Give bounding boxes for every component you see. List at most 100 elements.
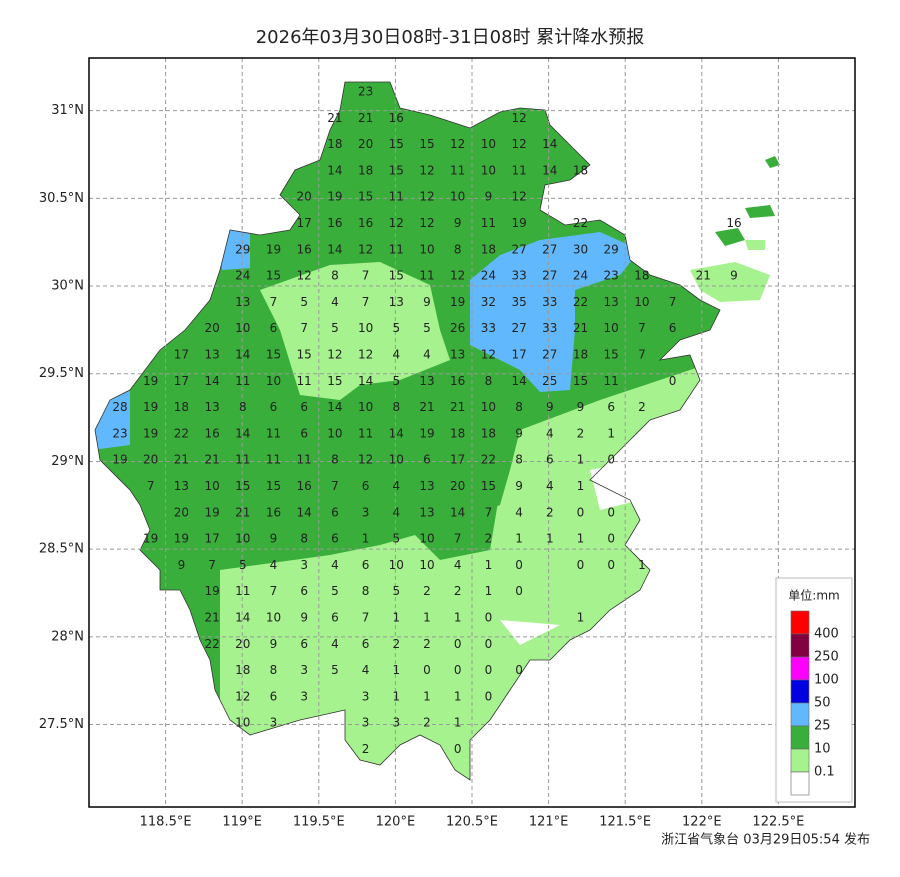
grid-value: 12 <box>358 242 373 256</box>
grid-value: 6 <box>331 505 339 519</box>
grid-value: 21 <box>450 400 465 414</box>
grid-value: 13 <box>419 479 434 493</box>
grid-value: 15 <box>266 348 281 362</box>
grid-value: 11 <box>235 584 250 598</box>
grid-value: 21 <box>419 400 434 414</box>
grid-value: 7 <box>638 348 646 362</box>
grid-value: 27 <box>542 348 557 362</box>
grid-value: 4 <box>454 558 462 572</box>
x-tick-label: 121°E <box>529 815 569 830</box>
grid-value: 12 <box>481 348 496 362</box>
grid-value: 6 <box>669 321 677 335</box>
grid-value: 1 <box>454 611 462 625</box>
legend-swatch <box>790 771 810 796</box>
grid-value: 4 <box>546 426 554 440</box>
grid-value: 19 <box>143 532 158 546</box>
grid-value: 19 <box>143 426 158 440</box>
grid-value: 11 <box>481 216 496 230</box>
grid-value: 19 <box>204 505 219 519</box>
grid-value: 27 <box>511 242 526 256</box>
grid-value: 5 <box>331 663 339 677</box>
grid-value: 9 <box>454 216 462 230</box>
grid-value: 0 <box>515 663 523 677</box>
grid-value: 13 <box>204 400 219 414</box>
zone-25 <box>470 232 640 392</box>
legend-swatch <box>790 702 810 727</box>
grid-value: 22 <box>573 216 588 230</box>
grid-value: 6 <box>362 637 370 651</box>
legend-box <box>775 577 853 803</box>
grid-value: 10 <box>358 400 373 414</box>
legend-label: 250 <box>814 650 839 665</box>
grid-value: 6 <box>300 426 308 440</box>
grid-value: 1 <box>577 453 585 467</box>
grid-value: 20 <box>143 453 158 467</box>
grid-value: 20 <box>358 137 373 151</box>
grid-value: 4 <box>331 295 339 309</box>
grid-value: 12 <box>235 689 250 703</box>
grid-value: 2 <box>454 584 462 598</box>
grid-value: 1 <box>577 532 585 546</box>
grid-value: 15 <box>389 163 404 177</box>
grid-value: 10 <box>235 321 250 335</box>
grid-value: 21 <box>327 111 342 125</box>
grid-value: 15 <box>573 374 588 388</box>
grid-value: 11 <box>389 242 404 256</box>
grid-value: 10 <box>419 532 434 546</box>
grid-value: 21 <box>573 321 588 335</box>
grid-value: 4 <box>331 637 339 651</box>
grid-value: 15 <box>266 269 281 283</box>
grid-value: 17 <box>174 348 189 362</box>
grid-value: 20 <box>204 321 219 335</box>
legend-title: 单位:mm <box>788 588 839 603</box>
grid-value: 7 <box>208 558 216 572</box>
grid-value: 21 <box>696 269 711 283</box>
grid-value: 1 <box>515 532 523 546</box>
legend-swatch <box>790 633 810 658</box>
grid-value: 8 <box>454 242 462 256</box>
grid-value: 9 <box>577 400 585 414</box>
grid-value: 4 <box>515 505 523 519</box>
grid-value: 4 <box>270 558 278 572</box>
legend-label: 400 <box>814 627 839 642</box>
grid-value: 15 <box>297 348 312 362</box>
grid-value: 1 <box>362 532 370 546</box>
grid-value: 9 <box>546 400 554 414</box>
grid-value: 21 <box>174 453 189 467</box>
grid-value: 21 <box>204 453 219 467</box>
island <box>745 240 765 250</box>
grid-value: 22 <box>174 426 189 440</box>
grid-value: 12 <box>419 190 434 204</box>
grid-value: 4 <box>362 663 370 677</box>
legend-swatch <box>790 725 810 750</box>
grid-value: 14 <box>297 505 312 519</box>
grid-value: 8 <box>300 532 308 546</box>
grid-value: 0 <box>454 663 462 677</box>
grid-value: 4 <box>392 505 400 519</box>
grid-value: 11 <box>511 163 526 177</box>
grid-value: 6 <box>270 400 278 414</box>
grid-value: 10 <box>327 426 342 440</box>
grid-value: 18 <box>573 163 588 177</box>
grid-value: 18 <box>358 163 373 177</box>
grid-value: 12 <box>389 216 404 230</box>
legend-swatch <box>790 748 810 773</box>
legend-label: 10 <box>814 742 831 757</box>
grid-value: 18 <box>481 242 496 256</box>
grid-value: 3 <box>270 716 278 730</box>
grid-value: 7 <box>300 321 308 335</box>
grid-value: 6 <box>362 558 370 572</box>
grid-value: 0 <box>577 505 585 519</box>
grid-value: 16 <box>389 111 404 125</box>
grid-value: 19 <box>419 426 434 440</box>
y-tick-label: 29°N <box>51 454 84 469</box>
grid-value: 22 <box>481 453 496 467</box>
grid-value: 6 <box>300 584 308 598</box>
grid-value: 14 <box>450 505 465 519</box>
grid-value: 18 <box>327 137 342 151</box>
grid-value: 5 <box>300 295 308 309</box>
grid-value: 2 <box>638 400 646 414</box>
grid-value: 3 <box>362 716 370 730</box>
grid-value: 13 <box>604 295 619 309</box>
